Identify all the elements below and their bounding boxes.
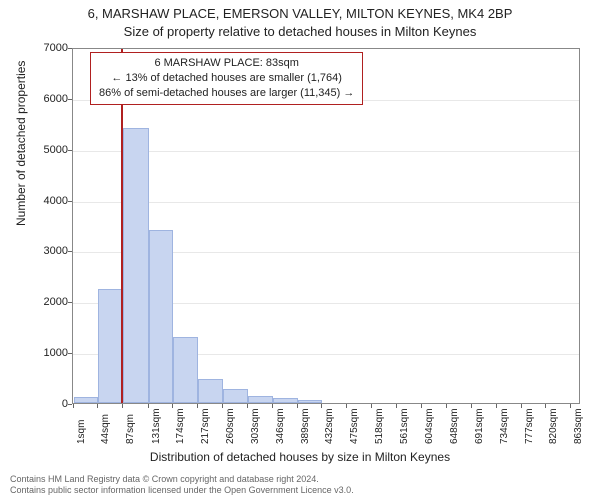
x-tick-label: 131sqm xyxy=(151,408,162,444)
histogram-bar xyxy=(223,389,248,403)
y-tick-label: 0 xyxy=(28,398,68,410)
x-tick-mark xyxy=(570,404,571,408)
x-tick-mark xyxy=(421,404,422,408)
x-tick-mark xyxy=(545,404,546,408)
property-size-histogram: 6, MARSHAW PLACE, EMERSON VALLEY, MILTON… xyxy=(0,0,600,500)
x-tick-mark xyxy=(496,404,497,408)
y-tick-label: 1000 xyxy=(28,347,68,359)
x-tick-label: 1sqm xyxy=(76,420,87,444)
x-tick-mark xyxy=(148,404,149,408)
x-tick-mark xyxy=(247,404,248,408)
histogram-bar xyxy=(98,289,123,403)
x-tick-label: 87sqm xyxy=(125,414,136,444)
y-tick-mark xyxy=(68,48,72,49)
y-tick-mark xyxy=(68,353,72,354)
chart-title-description: Size of property relative to detached ho… xyxy=(0,24,600,39)
y-tick-label: 4000 xyxy=(28,195,68,207)
x-tick-mark xyxy=(197,404,198,408)
x-tick-label: 346sqm xyxy=(275,408,286,444)
x-tick-mark xyxy=(371,404,372,408)
histogram-bar xyxy=(248,396,273,403)
x-tick-label: 432sqm xyxy=(324,408,335,444)
x-tick-label: 863sqm xyxy=(573,408,584,444)
x-tick-label: 260sqm xyxy=(225,408,236,444)
y-tick-mark xyxy=(68,99,72,100)
histogram-bar xyxy=(123,128,148,403)
x-tick-mark xyxy=(321,404,322,408)
annotation-box: 6 MARSHAW PLACE: 83sqm ← 13% of detached… xyxy=(90,52,363,105)
footer-line2: Contains public sector information licen… xyxy=(10,485,354,496)
footer-line1: Contains HM Land Registry data © Crown c… xyxy=(10,474,354,485)
x-tick-mark xyxy=(97,404,98,408)
x-tick-label: 217sqm xyxy=(200,408,211,444)
x-tick-mark xyxy=(346,404,347,408)
y-tick-label: 2000 xyxy=(28,296,68,308)
histogram-bar xyxy=(273,398,298,403)
x-tick-mark xyxy=(73,404,74,408)
y-tick-label: 3000 xyxy=(28,245,68,257)
x-tick-label: 734sqm xyxy=(499,408,510,444)
x-tick-mark xyxy=(471,404,472,408)
x-tick-label: 604sqm xyxy=(424,408,435,444)
x-tick-label: 389sqm xyxy=(300,408,311,444)
y-tick-label: 5000 xyxy=(28,144,68,156)
chart-title-address: 6, MARSHAW PLACE, EMERSON VALLEY, MILTON… xyxy=(0,6,600,21)
y-tick-mark xyxy=(68,404,72,405)
annotation-line3: 86% of semi-detached houses are larger (… xyxy=(99,86,354,101)
histogram-bar xyxy=(173,337,198,403)
x-tick-label: 475sqm xyxy=(349,408,360,444)
y-tick-mark xyxy=(68,201,72,202)
histogram-bar xyxy=(198,379,223,403)
x-tick-mark xyxy=(446,404,447,408)
histogram-bar xyxy=(298,400,323,403)
y-tick-mark xyxy=(68,150,72,151)
histogram-bar xyxy=(74,397,99,403)
y-tick-label: 7000 xyxy=(28,42,68,54)
annotation-line1: 6 MARSHAW PLACE: 83sqm xyxy=(99,56,354,71)
x-tick-label: 648sqm xyxy=(449,408,460,444)
y-tick-mark xyxy=(68,251,72,252)
x-tick-label: 518sqm xyxy=(374,408,385,444)
x-tick-label: 561sqm xyxy=(399,408,410,444)
x-tick-label: 44sqm xyxy=(100,414,111,444)
x-tick-mark xyxy=(122,404,123,408)
x-tick-mark xyxy=(396,404,397,408)
footer-attribution: Contains HM Land Registry data © Crown c… xyxy=(10,474,354,497)
x-tick-mark xyxy=(297,404,298,408)
histogram-bar xyxy=(149,230,174,403)
x-tick-label: 174sqm xyxy=(175,408,186,444)
x-tick-mark xyxy=(521,404,522,408)
x-tick-mark xyxy=(222,404,223,408)
y-tick-label: 6000 xyxy=(28,93,68,105)
x-tick-label: 691sqm xyxy=(474,408,485,444)
gridline xyxy=(73,202,579,203)
x-tick-mark xyxy=(272,404,273,408)
x-tick-label: 303sqm xyxy=(250,408,261,444)
x-tick-label: 777sqm xyxy=(524,408,535,444)
x-axis-label: Distribution of detached houses by size … xyxy=(0,450,600,464)
x-tick-mark xyxy=(172,404,173,408)
y-axis-label: Number of detached properties xyxy=(14,61,28,226)
annotation-line2: ← 13% of detached houses are smaller (1,… xyxy=(99,71,354,86)
gridline xyxy=(73,151,579,152)
y-tick-mark xyxy=(68,302,72,303)
x-tick-label: 820sqm xyxy=(548,408,559,444)
